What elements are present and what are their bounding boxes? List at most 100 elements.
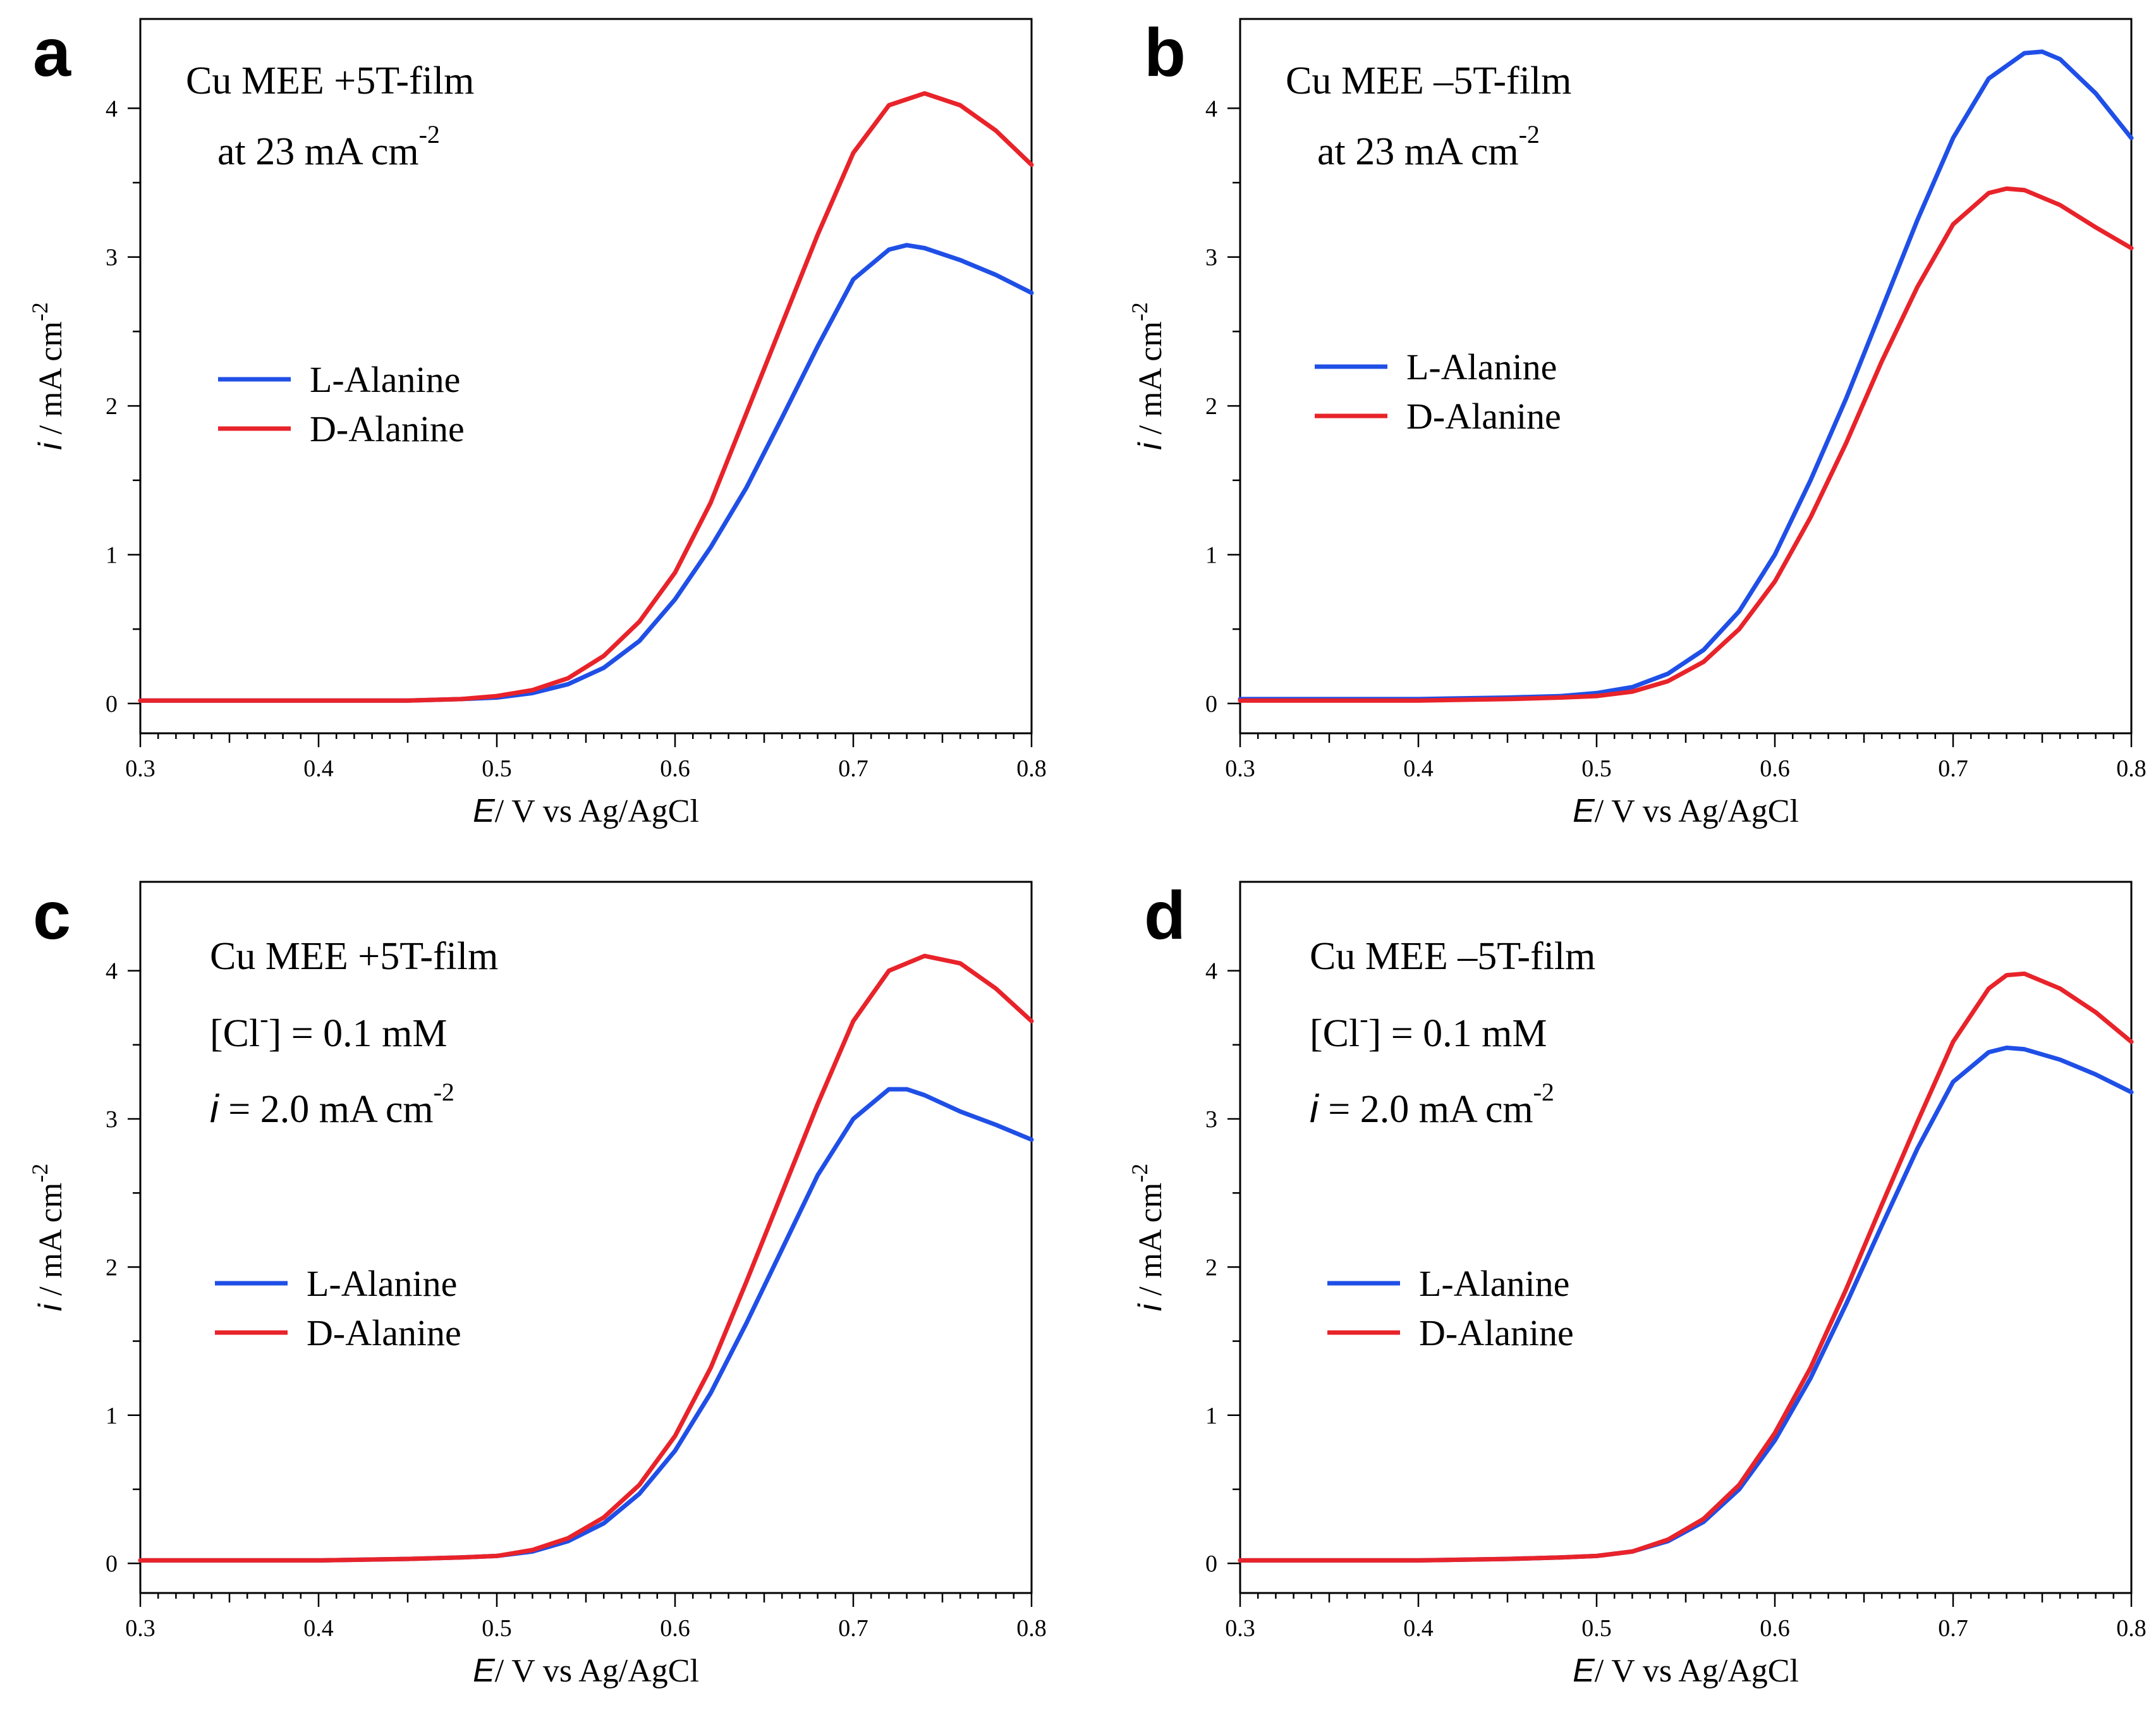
- y-tick-label: 2: [1205, 1254, 1217, 1281]
- plot-frame: [139, 18, 1033, 735]
- x-tick-label: 0.3: [1225, 755, 1255, 782]
- x-axis-label-unit: / V vs Ag/AgCl: [1595, 793, 1799, 829]
- x-tick-label: 0.7: [838, 1615, 868, 1642]
- y-axis-label-variable: i: [1132, 442, 1169, 450]
- annotation-superscript: -: [260, 1004, 268, 1033]
- annotation-line-2: at 23 mA cm-2: [217, 120, 440, 173]
- y-tick-label: 4: [106, 95, 118, 122]
- x-axis-ticks: [139, 733, 1033, 747]
- x-tick-label: 0.6: [660, 1615, 690, 1642]
- legend: L-Alanine D-Alanine: [218, 359, 465, 449]
- panel-b: 0.3 0.4 0.5 0.6 0.7 0.8 0 1 2 3 4 E/ V vs Ag/AgCl i …: [1127, 14, 2147, 829]
- panel-letter: b: [1144, 14, 1186, 90]
- y-axis-ticks: [1227, 970, 1240, 1565]
- y-axis-label: i / mA cm-2: [1127, 1164, 1169, 1312]
- panel-letter: d: [1144, 877, 1186, 953]
- y-axis-ticks: [128, 107, 140, 705]
- x-axis-ticks: [1239, 733, 2133, 747]
- y-tick-label: 4: [1205, 95, 1217, 122]
- annotation-current-density: = 2.0 mA cm: [219, 1088, 434, 1131]
- annotation-current-density: at 23 mA cm: [1317, 130, 1519, 173]
- x-tick-label: 0.4: [303, 755, 334, 782]
- annotation-exponent: -2: [419, 120, 440, 149]
- legend-label: D-Alanine: [307, 1312, 461, 1353]
- y-tick-label: 0: [1205, 691, 1217, 717]
- panel-a: 0.3 0.4 0.5 0.6 0.7 0.8 0 1 2 3 4 E/ V vs Ag/AgCl i …: [27, 14, 1047, 829]
- panel-letter: c: [33, 877, 71, 953]
- x-tick-label: 0.6: [1760, 755, 1790, 782]
- annotation-line-3: i = 2.0 mA cm-2: [1310, 1078, 1554, 1131]
- annotation-exponent: -2: [1533, 1078, 1554, 1106]
- y-axis-label: i / mA cm-2: [27, 1164, 69, 1312]
- annotation-exponent: -2: [434, 1078, 454, 1106]
- plot-frame: [139, 881, 1033, 1594]
- y-tick-label: 4: [106, 958, 118, 985]
- x-tick-label: 0.8: [1016, 755, 1047, 782]
- y-tick-label: 1: [1205, 1403, 1217, 1429]
- panel-d: 0.3 0.4 0.5 0.6 0.7 0.8 0 1 2 3 4 E/ V vs Ag/AgCl i …: [1127, 877, 2147, 1689]
- series-line-d-alanine: [1238, 971, 2134, 1563]
- x-axis-label-variable: E: [1573, 793, 1595, 829]
- x-tick-label: 0.5: [482, 755, 512, 782]
- legend-label: L-Alanine: [1406, 346, 1557, 388]
- x-tick-label: 0.3: [1225, 1615, 1255, 1642]
- legend-label: L-Alanine: [310, 359, 460, 400]
- y-axis-label-variable: i: [1132, 1303, 1169, 1311]
- x-tick-label: 0.7: [1938, 1615, 1968, 1642]
- legend-label: L-Alanine: [1419, 1263, 1569, 1304]
- series-line-d-alanine: [138, 953, 1034, 1563]
- annotation-chloride: [Cl: [210, 1012, 260, 1055]
- y-axis-label-variable: i: [32, 442, 69, 450]
- y-axis-label-variable: i: [32, 1303, 69, 1311]
- y-tick-label: 1: [106, 1403, 118, 1429]
- annotation-line-1: Cu MEE –5T-film: [1310, 935, 1595, 978]
- y-tick-label: 1: [1205, 542, 1217, 569]
- x-axis-label-variable: E: [473, 793, 496, 829]
- y-tick-label: 3: [1205, 245, 1217, 271]
- annotation-line-2: [Cl-] = 0.1 mM: [1310, 1004, 1547, 1055]
- y-axis-label-unit: / mA cm: [33, 321, 69, 442]
- panel-c: 0.3 0.4 0.5 0.6 0.7 0.8 0 1 2 3 4 E/ V vs Ag/AgCl i …: [27, 877, 1047, 1689]
- x-axis-ticks: [1239, 1593, 2133, 1607]
- annotation-exponent: -2: [1519, 120, 1540, 149]
- annotation-current-symbol: i: [1310, 1087, 1320, 1131]
- x-axis-label: E/ V vs Ag/AgCl: [1573, 1652, 1799, 1689]
- annotation-line-3: i = 2.0 mA cm-2: [210, 1078, 454, 1131]
- series-line-l-alanine: [138, 243, 1034, 703]
- x-axis-label-unit: / V vs Ag/AgCl: [495, 1653, 699, 1689]
- x-tick-label: 0.8: [2116, 1615, 2147, 1642]
- series-line-l-alanine: [138, 1087, 1034, 1563]
- annotation-line-1: Cu MEE –5T-film: [1286, 59, 1571, 102]
- annotation-current-density: = 2.0 mA cm: [1319, 1088, 1533, 1131]
- x-axis-label-variable: E: [473, 1652, 496, 1689]
- y-axis-label: i / mA cm-2: [27, 302, 69, 450]
- legend-label: D-Alanine: [1406, 396, 1561, 437]
- plot-frame: [1239, 881, 2133, 1594]
- y-axis-label-exponent: -2: [27, 302, 52, 321]
- y-axis-label-exponent: -2: [1127, 1164, 1152, 1183]
- y-tick-label: 2: [1205, 393, 1217, 420]
- annotation-line-2: [Cl-] = 0.1 mM: [210, 1004, 448, 1055]
- y-tick-label: 1: [106, 542, 118, 569]
- x-axis-label: E/ V vs Ag/AgCl: [473, 793, 699, 829]
- x-tick-label: 0.4: [1403, 1615, 1434, 1642]
- annotation-line-1: Cu MEE +5T-film: [210, 935, 498, 978]
- y-tick-label: 0: [106, 1551, 118, 1577]
- y-axis-label-unit: / mA cm: [1133, 321, 1169, 442]
- x-axis-label-unit: / V vs Ag/AgCl: [495, 793, 699, 829]
- y-axis-label-unit: / mA cm: [33, 1183, 69, 1304]
- y-tick-label: 3: [106, 245, 118, 271]
- x-tick-label: 0.4: [303, 1615, 334, 1642]
- annotation-line-2: at 23 mA cm-2: [1317, 120, 1540, 173]
- x-axis-label: E/ V vs Ag/AgCl: [1573, 793, 1799, 829]
- x-axis-ticks: [139, 1593, 1033, 1607]
- legend-label: D-Alanine: [310, 408, 465, 449]
- y-axis-label-exponent: -2: [27, 1164, 52, 1183]
- x-tick-label: 0.5: [1581, 755, 1612, 782]
- x-tick-label: 0.7: [1938, 755, 1968, 782]
- y-tick-label: 2: [106, 393, 118, 420]
- x-tick-label: 0.3: [125, 755, 155, 782]
- x-tick-label: 0.8: [2116, 755, 2147, 782]
- annotation-concentration: ] = 0.1 mM: [1368, 1012, 1547, 1055]
